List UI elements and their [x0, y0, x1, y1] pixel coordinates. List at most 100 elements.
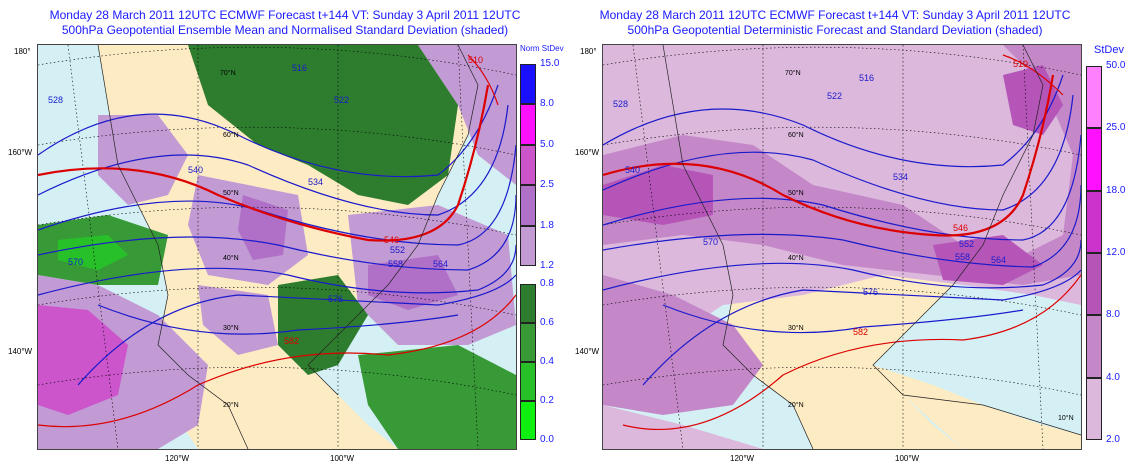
coastline: [97, 45, 479, 449]
contour-label-522-r: 522: [827, 91, 842, 101]
right-lat-180: 180°: [580, 47, 597, 56]
right-lat-160w: 160°W: [575, 148, 600, 157]
contour-red-510-r: [1002, 54, 1064, 96]
right-colorbar-swatch: [1086, 315, 1102, 378]
right-map-panel[interactable]: 528 540 552 558 564 570 576 582 534 546 …: [602, 44, 1082, 450]
right-lat-140w: 140°W: [575, 347, 600, 356]
left-colorbar-upper-swatch: [520, 225, 536, 266]
contour-red-582: [38, 294, 516, 428]
shade-r-east-core: [933, 235, 1043, 285]
left-colorbar-upper-tick-label: 2.5: [540, 179, 554, 191]
right-colorbar-tick-label: 25.0: [1106, 122, 1126, 134]
contour-red-510: [467, 54, 499, 106]
right-colorbar-swatch: [1086, 128, 1102, 191]
left-title-line1: Monday 28 March 2011 12UTC ECMWF Forecas…: [49, 8, 521, 22]
lat-label-40n-r: 40°N: [788, 254, 804, 262]
left-map-svg: 528 540 552 558 564 570 576 582 534 546 …: [38, 45, 516, 449]
contour-label-534-r: 534: [893, 172, 908, 182]
right-colorbar-title: StDev: [1094, 44, 1124, 56]
contour-label-540-r: 540: [625, 165, 640, 175]
contour-labels-right: 528 540 552 558 564 570 576 582 534 546 …: [613, 59, 1028, 337]
contour-label-552: 552: [390, 245, 405, 255]
lat-label-30n: 30°N: [223, 324, 239, 332]
contours-blue: [38, 84, 516, 386]
contour-label-558-r: 558: [955, 252, 970, 262]
lat-label-50n: 50°N: [223, 189, 239, 197]
graticule: [38, 45, 516, 449]
shade-r-west-core: [603, 165, 713, 225]
shade-atlantic: [418, 45, 516, 185]
right-colorbar-tick-label: 18.0: [1106, 184, 1126, 196]
left-colorbar-upper-tick-label: 8.0: [540, 98, 554, 110]
right-colorbar-swatch: [1086, 253, 1102, 316]
right-map-svg: 528 540 552 558 564 570 576 582 534 546 …: [603, 45, 1081, 449]
contour-label-540: 540: [188, 165, 203, 175]
left-map-panel[interactable]: 528 540 552 558 564 570 576 582 534 546 …: [37, 44, 517, 450]
lat-label-20n-r: 20°N: [788, 401, 804, 409]
right-colorbar-tick-label: 12.0: [1106, 247, 1126, 258]
left-lon-120w: 120°W: [165, 454, 190, 463]
contour-label-516-r: 516: [859, 73, 874, 83]
contour-label-510-r: 510: [1013, 59, 1028, 69]
lat-label-60n-r: 60°N: [788, 131, 804, 139]
shade-green-west-core: [58, 235, 128, 270]
right-colorbar-swatch: [1086, 377, 1102, 440]
contour-label-552-r: 552: [959, 239, 974, 249]
contour-label-582-r: 582: [853, 327, 868, 337]
contour-label-510: 510: [468, 55, 483, 65]
contour-red-582-r: [622, 274, 1081, 431]
contour-label-558: 558: [388, 259, 403, 269]
right-colorbar-tick-label: 50.0: [1106, 60, 1126, 71]
contour-label-534: 534: [308, 177, 323, 187]
left-colorbar-lower-swatch: [520, 323, 536, 362]
contour-labels-left: 528 540 552 558 564 570 576 582 534 546 …: [48, 55, 483, 346]
left-colorbar-upper-swatch: [520, 185, 536, 226]
left-colorbar-upper-swatch: [520, 64, 536, 105]
right-colorbar-tick-label-bottom: 2.0: [1106, 434, 1120, 445]
left-colorbar-lower-tick-label: 0.2: [540, 395, 554, 406]
right-lon-120w: 120°W: [730, 454, 755, 463]
contour-label-528-r: 528: [613, 99, 628, 109]
contour-label-570-r: 570: [703, 237, 718, 247]
left-title-line2: 500hPa Geopotential Ensemble Mean and No…: [61, 23, 509, 37]
shade-rockies-core: [238, 195, 288, 260]
left-colorbar-lower-swatch: [520, 362, 536, 401]
left-lon-100w: 100°W: [330, 454, 355, 463]
left-colorbar-upper-swatch: [520, 104, 536, 145]
graticule-r: [603, 45, 1081, 449]
shade-green-gulf: [358, 345, 516, 449]
left-colorbar-upper-tick-label: 5.0: [540, 138, 554, 150]
contour-red-546-r: [603, 74, 1055, 237]
left-colorbar-upper-swatch: [520, 144, 536, 186]
contour-label-522: 522: [334, 95, 349, 105]
contour-label-582: 582: [284, 336, 299, 346]
lat-label-60n: 60°N: [223, 131, 239, 139]
left-colorbar-title: Norm StDev: [520, 44, 564, 53]
lat-label-10n-r: 10°N: [1058, 414, 1074, 422]
shade-r-mid: [603, 45, 1081, 285]
lat-label-40n: 40°N: [223, 254, 239, 262]
grid-labels-left: 70°N 60°N 50°N 40°N 30°N 20°N: [220, 69, 239, 409]
contours-blue-r: [603, 74, 1081, 386]
right-title-line1: Monday 28 March 2011 12UTC ECMWF Forecas…: [599, 8, 1071, 22]
lat-label-70n: 70°N: [220, 69, 236, 77]
lat-label-30n-r: 30°N: [788, 324, 804, 332]
contour-label-576: 576: [328, 294, 343, 304]
contour-label-546: 546: [384, 235, 399, 245]
left-title-block: Monday 28 March 2011 12UTC ECMWF Forecas…: [0, 0, 1139, 40]
contour-label-564: 564: [433, 259, 448, 269]
shade-plains: [198, 285, 278, 355]
lat-label-20n: 20°N: [223, 401, 239, 409]
shade-alaska: [98, 115, 188, 205]
contour-red-546: [38, 84, 490, 242]
contour-label-570: 570: [68, 257, 83, 267]
left-lat-180: 180°: [14, 47, 31, 56]
left-colorbar-lower-swatch: [520, 401, 536, 440]
land-central-america-r: [873, 365, 1081, 449]
left-colorbar-lower-tick-label-bottom: 0.0: [540, 434, 554, 445]
left-colorbar-upper-tick-label: 15.0: [540, 58, 560, 69]
left-lat-160w: 160°W: [8, 148, 33, 157]
coastline-r: [662, 45, 1081, 449]
left-colorbar-upper-tick-label-bottom: 1.2: [540, 260, 554, 271]
grid-labels-right: 70°N 60°N 50°N 40°N 30°N 20°N 10°N: [785, 69, 1074, 422]
